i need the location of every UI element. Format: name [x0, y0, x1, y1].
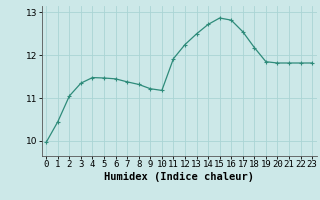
- X-axis label: Humidex (Indice chaleur): Humidex (Indice chaleur): [104, 172, 254, 182]
